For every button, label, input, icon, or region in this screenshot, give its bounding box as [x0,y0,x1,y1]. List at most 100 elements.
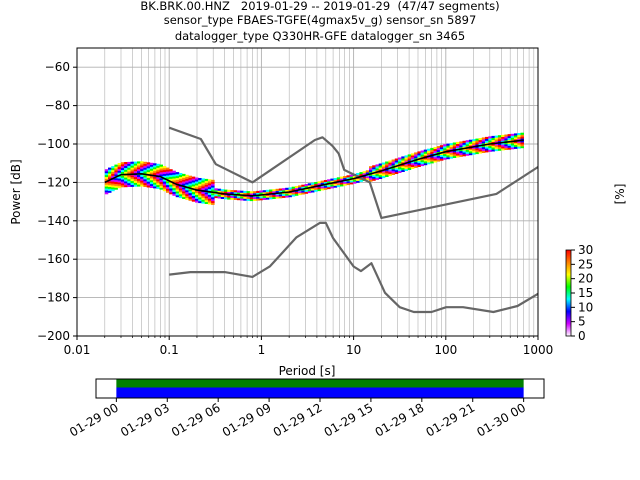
heatmap-cell [520,140,524,143]
heatmap-cell [233,190,238,193]
heatmap-cell [227,189,231,192]
heatmap-cell [156,173,160,176]
heatmap-cell [169,173,173,176]
heatmap-cell [507,141,512,144]
heatmap-cell [468,147,473,150]
heatmap-cell [352,179,357,182]
heatmap-cell [182,183,186,186]
heatmap-cell [330,178,334,181]
heatmap-cell [291,188,296,191]
heatmap-cell [420,162,425,165]
heatmap-cell [514,139,518,142]
heatmap-cell [346,177,350,180]
heatmap-cell [198,185,202,188]
heatmap-cell [304,184,309,187]
colorbar-tick-label: 10 [578,300,593,314]
heatmap-cell [369,166,373,169]
heatmap-cell [137,167,141,170]
heatmap-cell [514,146,518,149]
heatmap-cell [137,182,141,185]
heatmap-cell [485,140,489,143]
heatmap-cell [420,154,425,157]
heatmap-cell [169,184,173,187]
heatmap-cell [130,182,134,185]
heatmap-cell [485,136,489,139]
heatmap-cell [307,189,312,192]
heatmap-cell [108,173,112,176]
heatmap-cell [114,179,118,182]
heatmap-cell [182,173,186,176]
heatmap-cell [478,139,483,142]
heatmap-cell [243,190,247,193]
heatmap-cell [127,175,131,178]
heatmap-cell [153,178,157,181]
heatmap-cell [475,150,479,153]
heatmap-cell [204,200,209,203]
heatmap-cell [462,148,466,151]
heatmap-cell [452,154,457,157]
heatmap-cell [133,175,138,178]
heatmap-cell [349,174,354,177]
heatmap-cell [146,168,151,171]
heatmap-cell [398,157,402,160]
heatmap-cell [349,182,354,185]
heatmap-cell [401,166,405,169]
heatmap-cell [220,194,225,197]
heatmap-cell [127,183,131,186]
heatmap-cell [108,183,112,186]
heatmap-cell [169,176,173,179]
heatmap-cell [323,181,328,184]
heatmap-cell [201,188,205,191]
heatmap-cell [433,154,437,157]
x-tick-label: 100 [434,343,457,357]
timeline-tick-label: 01-30 00 [474,400,528,439]
heatmap-cell [456,155,460,158]
heatmap-cell [117,172,122,175]
heatmap-cell [149,178,154,181]
heatmap-cell [327,179,331,182]
heatmap-cell [488,145,492,148]
heatmap-cell [159,185,163,188]
heatmap-cell [375,170,379,173]
heatmap-cell [240,196,244,199]
heatmap-cell [111,189,115,192]
heatmap-cell [153,167,157,170]
heatmap-cell [333,178,338,181]
heatmap-cell [175,195,180,198]
heatmap-cell [465,146,470,149]
heatmap-cell [246,193,251,196]
heatmap-cell [459,154,463,157]
heatmap-cell [423,155,428,158]
heatmap-cell [436,146,441,149]
heatmap-cell [156,181,160,184]
heatmap-cell [320,188,325,191]
heatmap-cell [372,171,376,174]
heatmap-cell [130,175,134,178]
heatmap-cell [507,143,512,146]
heatmap-cell [149,168,154,171]
heatmap-cell [423,151,428,154]
heatmap-cell [265,191,270,194]
heatmap-cell [117,163,122,166]
heatmap-cell [166,181,170,184]
heatmap-cell [501,146,505,149]
heatmap-cell [449,154,454,157]
heatmap-cell [481,141,486,144]
heatmap-cell [204,186,209,189]
heatmap-cell [198,187,202,190]
heatmap-cell [365,170,370,173]
heatmap-cell [401,156,405,159]
heatmap-cell [404,155,408,158]
heatmap-cell [452,146,457,149]
heatmap-cell [423,149,428,152]
heatmap-cell [185,180,189,183]
heatmap-cell [394,164,399,167]
heatmap-cell [398,159,402,162]
heatmap-cell [140,184,144,187]
heatmap-cell [224,191,228,194]
heatmap-cell [198,181,202,184]
heatmap-cell [504,134,508,137]
heatmap-cell [185,190,189,193]
heatmap-cell [420,156,425,159]
heatmap-cell [410,157,415,160]
